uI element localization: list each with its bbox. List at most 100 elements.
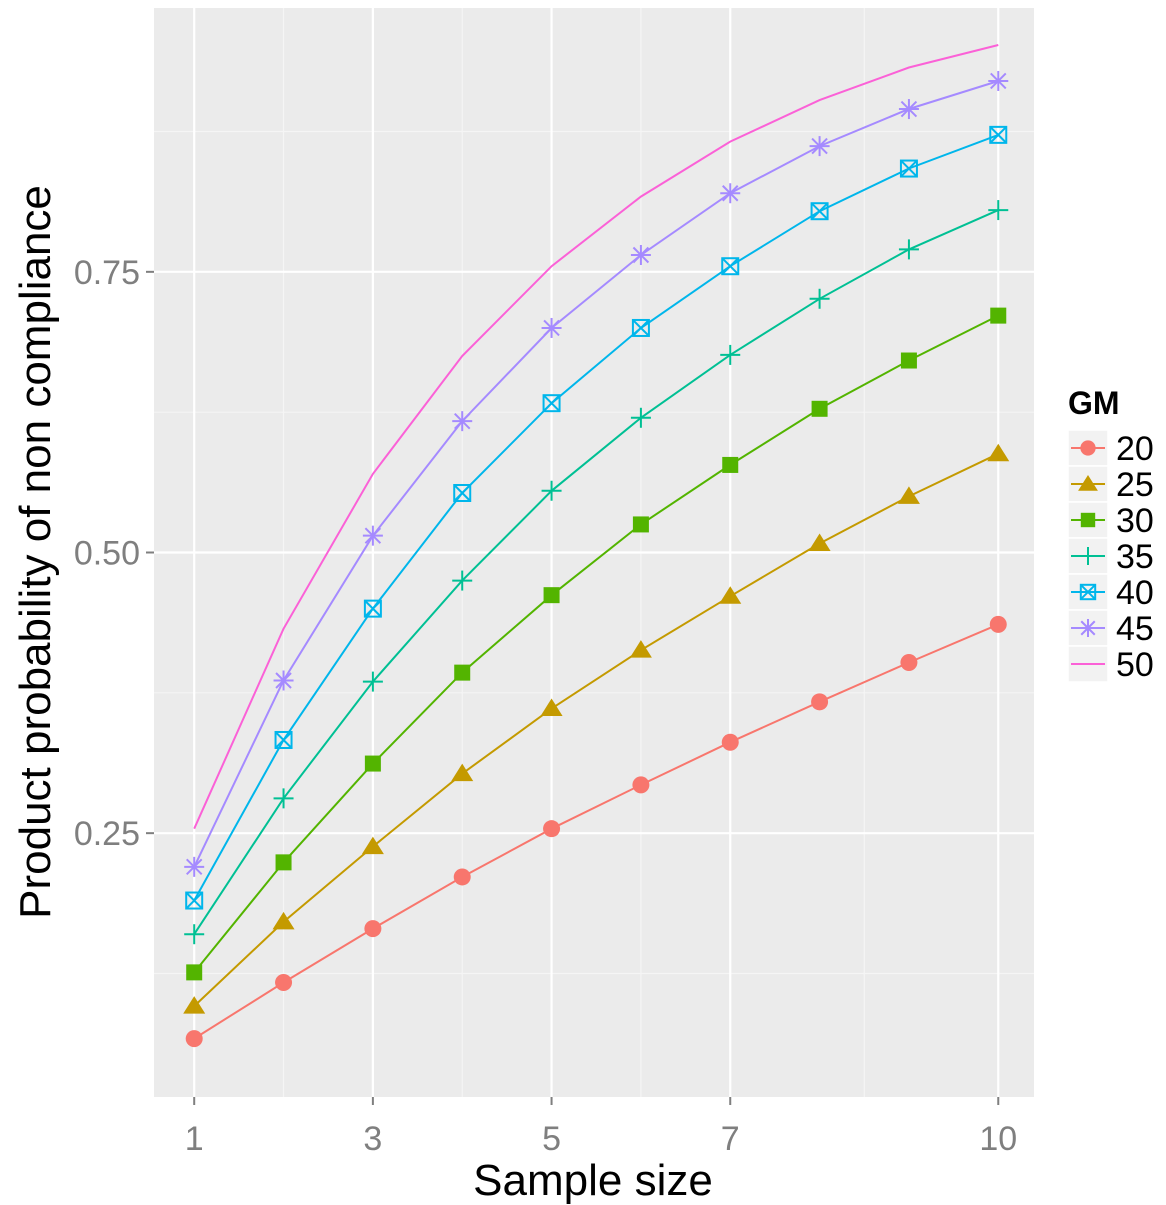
data-point-30 [722,456,739,473]
data-point-25 [540,698,563,717]
legend-key-marker [1080,440,1096,456]
data-point-35 [362,671,383,692]
series-line-30 [193,314,999,974]
data-point-45 [720,183,741,204]
data-point-30 [811,400,828,417]
data-point-30 [186,964,203,981]
legend-label-50: 50 [1116,646,1154,684]
series-line-40 [193,133,999,901]
series-45 [184,70,1009,877]
data-point-20 [721,733,739,751]
legend-label-30: 30 [1116,502,1154,540]
data-point-40 [899,159,918,178]
data-point-40 [810,202,829,221]
data-point-20 [989,615,1007,633]
legend-item-20: 20 [1067,429,1154,468]
data-point-35 [273,788,294,809]
x-tick-label: 10 [979,1120,1017,1158]
data-point-45 [273,670,294,691]
series-50 [193,44,999,830]
series-35 [184,200,1009,945]
data-point-25 [987,443,1010,462]
legend-label-40: 40 [1116,574,1154,612]
series-25 [183,443,1010,1014]
data-point-45 [452,411,473,432]
data-point-20 [185,1030,203,1048]
legend-item-25: 25 [1067,465,1154,504]
data-point-45 [898,99,919,120]
series-line-35 [193,209,999,935]
data-point-45 [184,856,205,877]
series-20 [185,615,1007,1048]
legend-item-35: 35 [1067,537,1154,576]
y-tick-label: 0.75 [74,254,140,292]
x-tick-label: 5 [542,1120,561,1158]
data-point-35 [809,288,830,309]
data-point-40 [721,257,740,276]
data-point-20 [364,920,382,938]
legend-item-30: 30 [1067,501,1154,540]
series-lines [183,44,1010,1048]
series-40 [185,125,1008,910]
axes: 1 3 5 7 10 0.25 0.50 0.75 [74,254,1017,1158]
gridlines [154,8,1034,1097]
data-point-35 [541,480,562,501]
legend-key-marker [1079,547,1097,565]
data-point-30 [454,664,471,681]
data-point-40 [185,891,204,910]
series-line-50 [193,44,999,830]
data-point-40 [274,730,293,749]
data-point-20 [543,820,561,838]
legend-label-45: 45 [1116,610,1154,648]
y-axis-title: Product probability of non compliance [11,185,60,919]
legend-title: GM [1068,385,1120,421]
legend-label-25: 25 [1116,466,1154,504]
series-30 [186,307,1007,981]
data-point-30 [900,352,917,369]
data-point-40 [453,483,472,502]
data-point-40 [631,318,650,337]
x-tick-label: 3 [363,1120,382,1158]
data-point-35 [898,239,919,260]
data-point-25 [808,533,831,552]
data-point-35 [720,344,741,365]
data-point-25 [361,836,384,855]
data-point-35 [988,200,1009,221]
legend-item-40: 40 [1067,573,1154,612]
legend-key-marker [1078,475,1098,491]
data-point-40 [363,599,382,618]
data-point-20 [900,654,918,672]
data-point-45 [809,136,830,157]
legend-item-45: 45 [1067,609,1154,648]
series-line-20 [193,623,999,1040]
data-point-35 [452,570,473,591]
data-point-20 [453,868,471,886]
data-point-20 [275,973,293,991]
legend-item-50: 50 [1067,645,1154,684]
data-point-30 [632,516,649,533]
data-point-35 [630,407,651,428]
data-point-30 [543,587,560,604]
data-point-40 [542,394,561,413]
data-point-45 [362,525,383,546]
data-point-45 [630,244,651,265]
x-axis-title: Sample size [473,1156,713,1205]
legend-key-marker [1080,512,1096,528]
data-point-30 [364,755,381,772]
legend-key-marker [1079,583,1097,601]
legend-label-35: 35 [1116,538,1154,576]
data-point-25 [629,640,652,658]
data-point-25 [451,763,474,782]
data-point-30 [275,854,292,871]
x-tick-label: 1 [185,1120,204,1158]
legend-key-marker [1079,619,1097,637]
data-point-20 [632,776,650,794]
data-point-25 [719,586,742,604]
x-tick-label: 7 [721,1120,740,1158]
data-point-25 [183,996,206,1014]
data-point-40 [989,125,1008,144]
data-point-45 [988,70,1009,91]
data-point-45 [541,317,562,338]
